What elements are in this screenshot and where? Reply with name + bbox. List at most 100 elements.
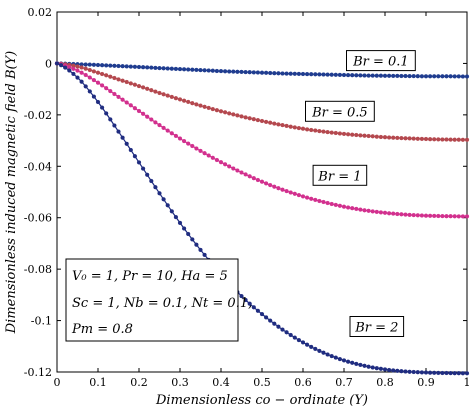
series-point xyxy=(268,70,273,76)
series-point xyxy=(67,68,72,73)
series-point xyxy=(169,94,174,99)
x-tick-label: 0.9 xyxy=(417,376,435,389)
series-point xyxy=(337,131,342,136)
series-point xyxy=(428,370,433,375)
series-point xyxy=(136,160,142,165)
series-point xyxy=(120,97,125,102)
x-tick-label: 0.4 xyxy=(212,376,230,389)
parameter-line-3: Pm = 0.8 xyxy=(71,322,133,337)
series-point xyxy=(87,89,92,94)
series-point xyxy=(255,308,260,313)
series-point xyxy=(370,134,375,139)
series-point xyxy=(95,99,101,105)
series-point xyxy=(346,205,351,210)
series-point xyxy=(411,369,416,375)
series-point xyxy=(79,65,84,70)
series-point xyxy=(366,208,371,213)
series-point xyxy=(378,73,383,78)
series-point xyxy=(276,324,281,329)
series-point xyxy=(91,77,96,83)
series-point xyxy=(309,344,314,349)
series-point xyxy=(136,83,142,89)
series-point xyxy=(251,70,256,75)
series-point xyxy=(214,68,219,74)
series-point xyxy=(165,128,170,133)
series-point xyxy=(141,111,146,116)
series-point xyxy=(264,315,269,320)
series-point xyxy=(423,370,429,375)
series-point xyxy=(280,187,285,192)
series-point xyxy=(358,73,363,78)
y-tick-label: -0.1 xyxy=(31,315,52,328)
series-point xyxy=(264,181,269,186)
series-point xyxy=(403,73,408,79)
series-point xyxy=(432,74,437,79)
series-point xyxy=(157,191,162,196)
y-tick-label: -0.04 xyxy=(24,160,52,173)
series-point xyxy=(448,371,453,376)
axis-ticks: 0 0.1 0.2 0.3 0.4 0.5 0.6 0.7 0.8 0.9 1 0.02 0 -0.02 -… xyxy=(24,6,471,389)
series-point xyxy=(346,132,351,137)
series-point xyxy=(91,62,96,67)
series-point xyxy=(391,211,396,216)
series-point xyxy=(407,136,412,141)
series-point xyxy=(124,79,129,85)
series-point xyxy=(116,63,121,69)
series-point xyxy=(354,361,359,366)
series-point xyxy=(95,62,101,68)
series-point xyxy=(239,114,244,119)
series-point xyxy=(161,92,166,97)
series-point xyxy=(452,371,457,376)
series-point xyxy=(190,67,195,72)
series-point xyxy=(325,130,330,135)
series-point xyxy=(149,88,154,93)
series-point xyxy=(456,214,461,219)
annotation-frame xyxy=(312,164,368,186)
series-point xyxy=(395,135,400,140)
series-point xyxy=(419,213,424,218)
series-point xyxy=(186,141,191,146)
series-point xyxy=(440,214,445,219)
series-point xyxy=(214,157,219,163)
series-point xyxy=(112,91,117,97)
annotation-frame xyxy=(305,100,375,122)
series-point xyxy=(456,371,461,376)
series-point xyxy=(436,370,441,375)
series-point xyxy=(370,209,375,214)
series-point xyxy=(296,71,301,76)
y-tick-label: 0.02 xyxy=(28,6,53,19)
series-point xyxy=(407,73,412,79)
series-point xyxy=(444,74,449,79)
series-point xyxy=(112,75,117,81)
series-point xyxy=(411,213,416,218)
series-point xyxy=(112,63,117,68)
series-point xyxy=(124,100,129,105)
series-point xyxy=(411,136,416,141)
series-point xyxy=(99,71,105,77)
series-point xyxy=(350,206,355,211)
series-point xyxy=(309,127,314,133)
series-point xyxy=(227,111,232,116)
series-point xyxy=(423,213,429,218)
series-point xyxy=(223,110,228,115)
series-point xyxy=(251,117,256,122)
series-point xyxy=(362,363,367,368)
series-point xyxy=(95,70,101,75)
series-point xyxy=(206,105,211,110)
series-point xyxy=(165,203,170,208)
series-point xyxy=(173,133,178,138)
series-point xyxy=(444,214,449,219)
y-tick-label: -0.08 xyxy=(24,263,52,276)
series-point xyxy=(358,362,363,367)
series-point xyxy=(153,120,158,125)
x-tick-label: 1 xyxy=(464,376,471,389)
series-point xyxy=(374,134,379,139)
series-point xyxy=(83,84,88,89)
series-point xyxy=(407,369,412,374)
series-point xyxy=(149,178,154,184)
x-tick-label: 0.6 xyxy=(294,376,312,389)
series-point xyxy=(120,135,125,140)
series-point xyxy=(190,143,195,149)
series-point xyxy=(75,64,80,69)
series-point xyxy=(313,197,318,202)
